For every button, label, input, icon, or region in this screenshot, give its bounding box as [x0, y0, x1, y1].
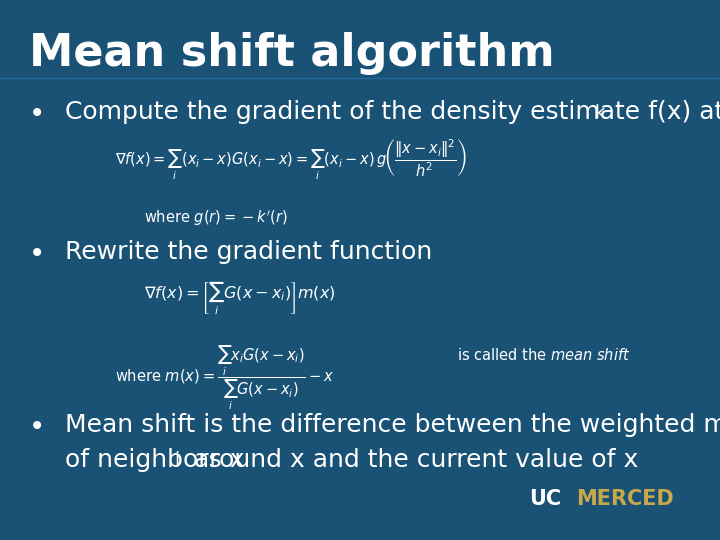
Text: is called the $\it{mean\ shift}$: is called the $\it{mean\ shift}$: [457, 347, 631, 363]
Text: of neighbors x: of neighbors x: [65, 448, 244, 472]
Text: Compute the gradient of the density estimate f(x) at y: Compute the gradient of the density esti…: [65, 100, 720, 124]
Text: MERCED: MERCED: [576, 489, 674, 509]
Text: i: i: [174, 451, 179, 469]
Text: •: •: [29, 100, 45, 128]
Text: Mean shift is the difference between the weighted mean: Mean shift is the difference between the…: [65, 413, 720, 437]
Text: $\nabla f(x) = \left[\sum_i G(x - x_i)\right] m(x)$: $\nabla f(x) = \left[\sum_i G(x - x_i)\r…: [144, 280, 336, 317]
Text: around x and the current value of x: around x and the current value of x: [186, 448, 638, 472]
Text: k: k: [594, 104, 604, 122]
Text: $\nabla f(x) = \sum_i (x_i - x)G(x_i - x) = \sum_i (x_i - x)\,g\!\left(\dfrac{\|: $\nabla f(x) = \sum_i (x_i - x)G(x_i - x…: [115, 138, 467, 183]
Text: Mean shift algorithm: Mean shift algorithm: [29, 32, 554, 76]
Text: UC: UC: [529, 489, 562, 509]
Text: Rewrite the gradient function: Rewrite the gradient function: [65, 240, 432, 264]
Text: where $g(r) = -k'(r)$: where $g(r) = -k'(r)$: [144, 208, 287, 227]
Text: •: •: [29, 413, 45, 441]
Text: •: •: [29, 240, 45, 268]
Text: where $m(x) = \dfrac{\sum_i x_i G(x - x_i)}{\sum_i G(x - x_i)} - x$: where $m(x) = \dfrac{\sum_i x_i G(x - x_…: [115, 343, 335, 411]
